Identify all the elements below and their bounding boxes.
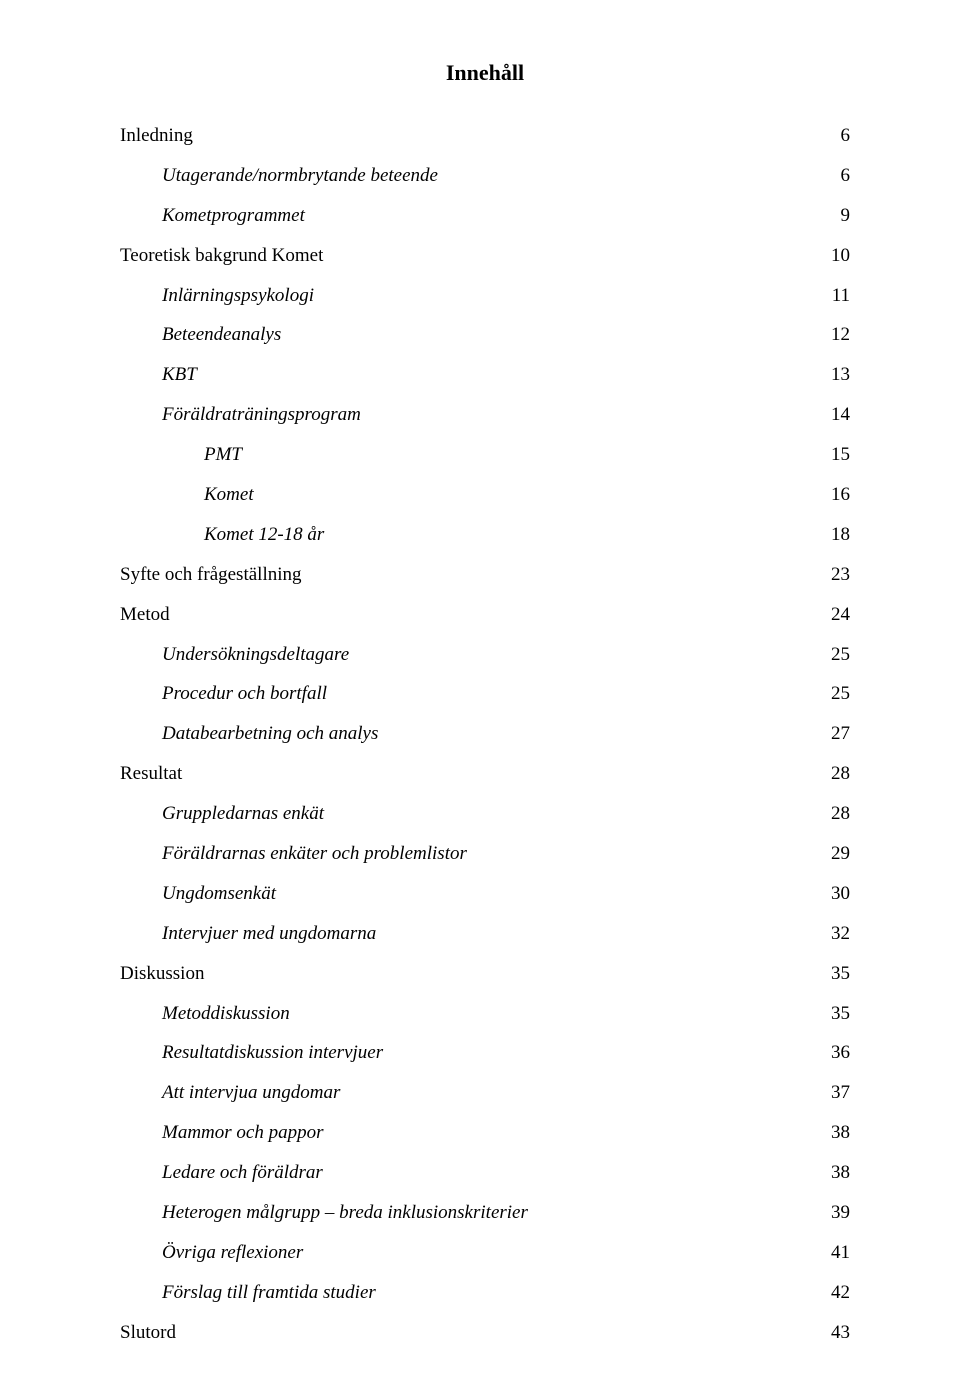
toc-entry-page: 15 [828,435,850,475]
toc-entry-page: 43 [828,1313,850,1353]
toc-entry: Inlärningspsykologi 11 [120,276,850,316]
toc-entry-label: Beteendeanalys [162,315,281,355]
toc-entry-page: 27 [828,714,850,754]
toc-entry-label: Övriga reflexioner [162,1233,303,1273]
page: Innehåll Inledning6Utagerande/normbrytan… [0,0,960,1387]
toc-entry: Metoddiskussion 35 [120,994,850,1034]
toc-entry-label: Ungdomsenkät [162,874,276,914]
toc-entry: Ungdomsenkät 30 [120,874,850,914]
toc-entry: Procedur och bortfall 25 [120,674,850,714]
toc-entry-page: 37 [828,1073,850,1113]
toc-entry-label: Databearbetning och analys [162,714,378,754]
toc-entry: Heterogen målgrupp – breda inklusionskri… [120,1193,850,1233]
toc-entry: Slutord 43 [120,1313,850,1353]
toc-entry-page: 24 [828,595,850,635]
toc-entry-page: 12 [828,315,850,355]
toc-entry-label: Utagerande/normbrytande beteende [162,156,438,196]
toc-entry: Intervjuer med ungdomarna 32 [120,914,850,954]
toc-entry-page: 23 [828,555,850,595]
toc-entry-page: 29 [828,834,850,874]
toc-entry-page: 30 [828,874,850,914]
toc-entry: Komet 12-18 år 18 [120,515,850,555]
toc-entry-page: 10 [828,236,850,276]
toc-entry-label: Föräldraträningsprogram [162,395,361,435]
toc-entry: Kometprogrammet 9 [120,196,850,236]
toc-entry-page: 39 [828,1193,850,1233]
toc-entry: Inledning 6 [120,116,850,156]
toc-entry-page: 35 [828,954,850,994]
toc-entry: Resultat 28 [120,754,850,794]
toc-entry: Syfte och frågeställning 23 [120,555,850,595]
toc-entry-page: 28 [828,794,850,834]
toc-entry-page: 41 [828,1233,850,1273]
toc-title: Innehåll [120,60,850,86]
toc-entry: Diskussion 35 [120,954,850,994]
toc-entry-page: 16 [828,475,850,515]
toc-entry-label: Mammor och pappor [162,1113,324,1153]
toc-entry: Undersökningsdeltagare 25 [120,635,850,675]
toc-entry: Ledare och föräldrar 38 [120,1153,850,1193]
toc-entry: Mammor och pappor 38 [120,1113,850,1153]
toc-entry: Resultatdiskussion intervjuer 36 [120,1033,850,1073]
toc-entry-page: 11 [828,276,850,316]
toc-entry-label: Resultat [120,754,182,794]
toc-entry-label: Komet [204,475,254,515]
toc-entry-label: Föräldrarnas enkäter och problemlistor [162,834,467,874]
toc-entry: Metod 24 [120,595,850,635]
toc-entry-label: Ledare och föräldrar [162,1153,323,1193]
toc-entry: Gruppledarnas enkät 28 [120,794,850,834]
toc-entry-label: Metoddiskussion [162,994,290,1034]
toc-entry: KBT 13 [120,355,850,395]
toc-entry-page: 38 [828,1113,850,1153]
toc-entry-label: Att intervjua ungdomar [162,1073,340,1113]
toc-entry-label: Undersökningsdeltagare [162,635,349,675]
toc-entry-label: Inlärningspsykologi [162,276,314,316]
toc-entry-page: 42 [828,1273,850,1313]
toc-entry-page: 14 [828,395,850,435]
toc-entry-page: 13 [828,355,850,395]
toc-entry: Databearbetning och analys 27 [120,714,850,754]
toc-entry-page: 36 [828,1033,850,1073]
toc-entry-page: 32 [828,914,850,954]
toc-entry-label: Resultatdiskussion intervjuer [162,1033,383,1073]
toc-entry-label: Kometprogrammet [162,196,305,236]
toc-list: Inledning6Utagerande/normbrytande beteen… [120,116,850,1353]
toc-entry-label: KBT [162,355,197,395]
toc-entry-page: 35 [828,994,850,1034]
toc-entry: Övriga reflexioner 41 [120,1233,850,1273]
toc-entry: Utagerande/normbrytande beteende 6 [120,156,850,196]
toc-entry-label: Intervjuer med ungdomarna [162,914,376,954]
toc-entry-label: Förslag till framtida studier [162,1273,376,1313]
toc-entry-label: Inledning [120,116,193,156]
toc-entry-page: 25 [828,674,850,714]
toc-entry: Föräldrarnas enkäter och problemlistor 29 [120,834,850,874]
toc-entry-page: 38 [828,1153,850,1193]
toc-entry: Förslag till framtida studier 42 [120,1273,850,1313]
toc-entry-page: 28 [828,754,850,794]
toc-entry-page: 18 [828,515,850,555]
toc-entry: Att intervjua ungdomar 37 [120,1073,850,1113]
toc-entry-label: Slutord [120,1313,176,1353]
toc-entry-label: Metod [120,595,170,635]
toc-entry-label: Diskussion [120,954,204,994]
toc-entry-label: Komet 12-18 år [204,515,324,555]
toc-entry-page: 25 [828,635,850,675]
toc-entry-label: Syfte och frågeställning [120,555,302,595]
toc-entry-page: 6 [828,116,850,156]
toc-entry-label: Procedur och bortfall [162,674,327,714]
toc-entry: Teoretisk bakgrund Komet 10 [120,236,850,276]
toc-entry: Föräldraträningsprogram 14 [120,395,850,435]
toc-entry-label: Heterogen målgrupp – breda inklusionskri… [162,1193,528,1233]
toc-entry: PMT 15 [120,435,850,475]
toc-entry: Beteendeanalys 12 [120,315,850,355]
toc-entry-page: 6 [828,156,850,196]
toc-entry-page: 9 [828,196,850,236]
toc-entry-label: Teoretisk bakgrund Komet [120,236,323,276]
toc-entry-label: Gruppledarnas enkät [162,794,324,834]
toc-entry: Komet 16 [120,475,850,515]
toc-entry-label: PMT [204,435,242,475]
